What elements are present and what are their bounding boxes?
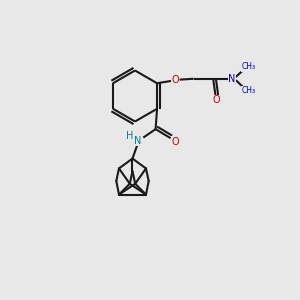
Text: N: N: [134, 136, 141, 146]
Text: O: O: [171, 137, 179, 147]
Text: CH₃: CH₃: [242, 86, 256, 95]
Text: H: H: [126, 131, 134, 141]
Text: O: O: [212, 95, 220, 105]
Text: O: O: [171, 75, 179, 85]
Text: N: N: [228, 74, 236, 84]
Text: CH₃: CH₃: [242, 62, 256, 71]
